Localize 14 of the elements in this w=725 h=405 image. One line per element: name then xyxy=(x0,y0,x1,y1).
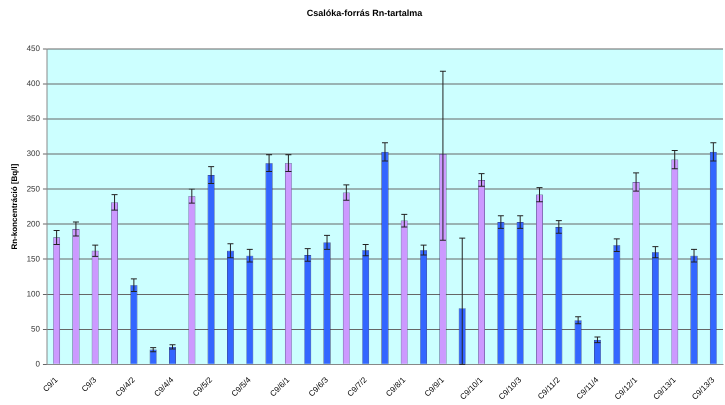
y-tick-label: 50 xyxy=(31,324,40,334)
y-tick-label: 400 xyxy=(26,79,40,88)
y-tick-label: 450 xyxy=(26,44,40,54)
x-tick-label: C9/3 xyxy=(80,375,99,394)
x-tick-label: C9/1 xyxy=(41,375,60,394)
y-tick-label: 300 xyxy=(26,149,40,158)
y-tick-label: 150 xyxy=(26,254,40,264)
y-tick-label: 200 xyxy=(26,219,40,228)
y-tick-label: 350 xyxy=(26,114,40,124)
y-tick-label: 250 xyxy=(26,184,40,194)
y-axis-title: Rn-koncentráció [Bq/l] xyxy=(10,163,20,250)
y-tick-label: 0 xyxy=(35,360,40,369)
chart-title: Csalóka-forrás Rn-tartalma xyxy=(306,8,424,18)
y-tick-label: 100 xyxy=(26,289,40,298)
